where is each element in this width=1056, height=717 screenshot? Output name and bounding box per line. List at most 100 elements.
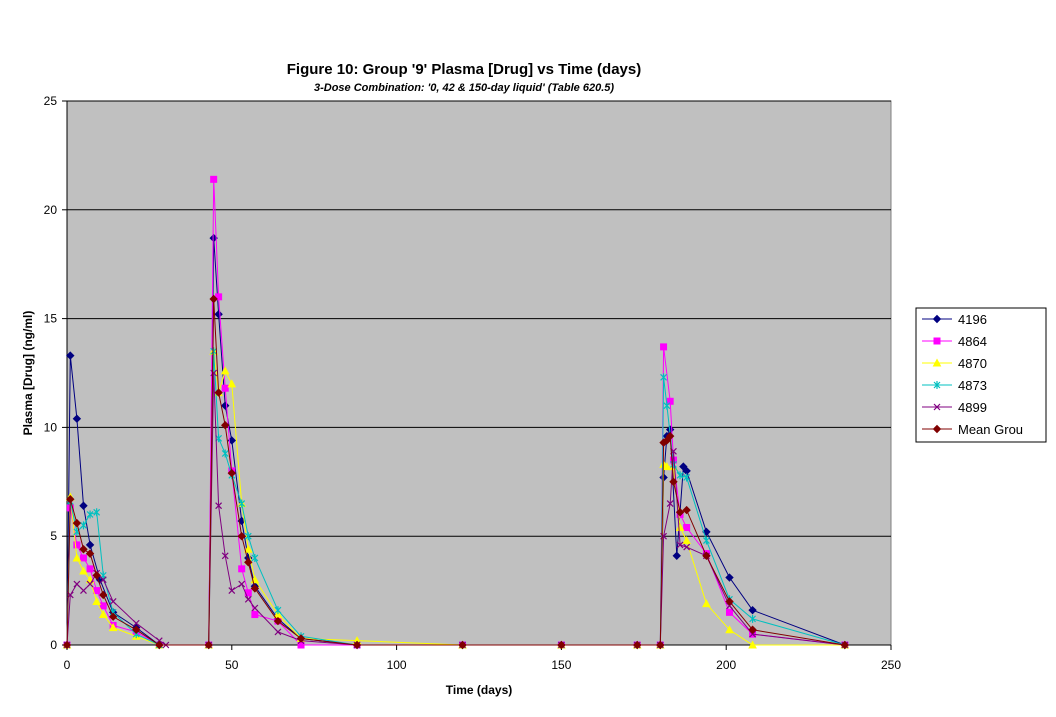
data-point-5-20 xyxy=(352,640,362,650)
plot-area xyxy=(66,100,892,646)
data-point-4-30 xyxy=(683,543,691,551)
legend-label-5: Mean Grou xyxy=(958,422,1023,437)
y-tick-label-10: 10 xyxy=(44,420,58,434)
data-point-1-31 xyxy=(725,608,733,616)
legend-label-3: 4873 xyxy=(958,378,987,393)
data-point-1-26 xyxy=(666,397,674,405)
data-point-5-2 xyxy=(72,518,82,528)
data-point-3-17 xyxy=(251,553,259,562)
gridlines xyxy=(67,100,891,537)
data-point-4-33 xyxy=(749,630,756,638)
data-point-3-4 xyxy=(86,510,94,519)
legend-item-1: 4864 xyxy=(922,334,987,349)
data-point-5-21 xyxy=(458,640,467,650)
data-point-5-4 xyxy=(85,549,95,558)
data-point-5-19 xyxy=(296,634,306,643)
data-point-2-31 xyxy=(725,625,734,634)
data-point-4-2 xyxy=(73,580,81,588)
data-point-5-27 xyxy=(665,431,675,441)
data-point-4-27 xyxy=(666,500,674,507)
legend-swatch-marker-1 xyxy=(933,337,941,345)
data-point-0-4 xyxy=(85,540,95,550)
data-point-5-6 xyxy=(99,590,108,600)
data-point-5-8 xyxy=(132,625,141,634)
legend-label-1: 4864 xyxy=(958,334,987,349)
data-point-3-27 xyxy=(670,460,677,469)
legend-label-2: 4870 xyxy=(958,356,987,371)
data-point-3-11 xyxy=(210,347,218,356)
data-point-3-16 xyxy=(244,532,252,541)
data-point-1-6 xyxy=(99,602,107,610)
data-point-5-12 xyxy=(214,388,223,397)
legend-item-0: 4196 xyxy=(922,312,987,327)
data-point-4-3 xyxy=(80,587,87,595)
y-tick-label-15: 15 xyxy=(44,312,58,326)
data-point-5-9 xyxy=(155,640,164,650)
series-line-3 xyxy=(66,351,846,646)
data-point-1-17 xyxy=(251,611,259,619)
legend-label-0: 4196 xyxy=(958,312,987,327)
data-point-2-5 xyxy=(92,596,102,605)
data-point-4-29 xyxy=(676,541,684,549)
data-point-3-3 xyxy=(80,521,87,530)
data-point-2-30 xyxy=(702,599,711,608)
data-point-3-32 xyxy=(749,614,756,623)
data-point-1-3 xyxy=(79,554,87,562)
x-tick-label-200: 200 xyxy=(716,658,736,672)
data-point-1-2 xyxy=(73,541,81,549)
y-tick-label-20: 20 xyxy=(44,203,58,217)
data-point-3-30 xyxy=(702,536,710,545)
y-tick-label-0: 0 xyxy=(50,638,57,652)
legend-label-4: 4899 xyxy=(958,400,987,415)
data-point-0-32 xyxy=(748,605,757,615)
data-point-5-32 xyxy=(725,597,734,606)
data-point-1-11 xyxy=(210,175,218,183)
data-point-4-18 xyxy=(251,604,259,612)
data-point-1-25 xyxy=(660,343,668,351)
data-point-5-0 xyxy=(62,640,72,650)
data-point-2-6 xyxy=(98,609,108,619)
data-point-3-28 xyxy=(676,471,684,480)
data-point-5-17 xyxy=(250,584,260,593)
legend-swatch-marker-5 xyxy=(932,424,942,434)
data-point-5-23 xyxy=(633,640,642,650)
data-point-4-9 xyxy=(155,637,163,645)
data-point-3-18 xyxy=(274,606,282,615)
data-point-2-16 xyxy=(243,544,253,553)
legend-swatch-marker-3 xyxy=(933,381,941,389)
legend-items: 4196 4864 4870 4873 4899 Mean Grou xyxy=(922,312,1023,437)
data-point-4-17 xyxy=(244,595,252,603)
x-tick-label-100: 100 xyxy=(387,658,407,672)
data-point-3-15 xyxy=(238,499,246,508)
data-point-5-11 xyxy=(209,294,218,304)
data-point-3-26 xyxy=(663,401,671,410)
data-point-5-30 xyxy=(682,505,691,515)
data-point-0-2 xyxy=(72,414,82,423)
data-point-5-28 xyxy=(669,477,678,487)
data-point-3-13 xyxy=(221,449,229,458)
y-axis-title: Plasma [Drug] (ng/ml) xyxy=(21,311,35,436)
legend-item-4: 4899 xyxy=(922,400,987,415)
data-point-1-13 xyxy=(221,384,229,392)
data-point-5-24 xyxy=(656,640,665,650)
legend-item-2: 4870 xyxy=(922,356,987,371)
legend-box xyxy=(915,307,1047,443)
data-point-4-16 xyxy=(238,580,246,588)
data-point-5-3 xyxy=(79,545,88,554)
data-point-1-4 xyxy=(86,565,94,573)
data-point-4-15 xyxy=(228,587,236,595)
legend-item-5: Mean Grou xyxy=(922,422,1023,437)
data-point-1-5 xyxy=(93,587,101,595)
series-layer xyxy=(62,175,850,650)
data-point-1-29 xyxy=(683,523,691,531)
data-point-2-26 xyxy=(662,462,672,471)
data-point-0-27 xyxy=(672,551,681,560)
data-point-4-7 xyxy=(109,598,117,605)
data-point-3-29 xyxy=(683,473,691,482)
y-axis-ticks: 0 5 10 15 20 25 xyxy=(44,94,67,652)
data-point-5-18 xyxy=(273,616,283,626)
data-point-5-33 xyxy=(748,625,757,634)
x-tick-label-250: 250 xyxy=(881,658,901,672)
data-point-0-3 xyxy=(79,501,88,510)
